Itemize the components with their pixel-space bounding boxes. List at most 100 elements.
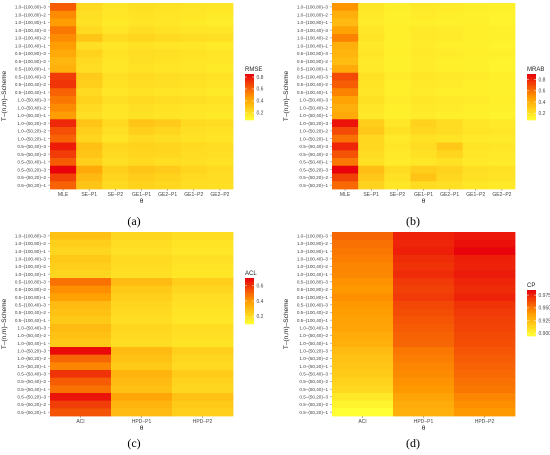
heatmap-cell-3-12-1 — [393, 324, 455, 333]
heatmap-cell-3-0-0 — [332, 232, 394, 241]
heatmap-cell-0-8-6 — [206, 65, 234, 74]
heatmap-cell-1-3-2 — [384, 26, 411, 35]
legend-gradient-step — [245, 84, 254, 86]
heatmap-cell-1-6-4 — [436, 49, 464, 58]
heatmap-cell-0-15-0 — [50, 119, 77, 128]
heatmap-cell-0-13-0 — [50, 103, 77, 112]
heatmap-cell-3-5-2 — [454, 270, 516, 279]
heatmap-cell-0-8-4 — [154, 65, 182, 74]
legend-gradient-step — [527, 325, 536, 328]
legend-gradient-step — [245, 313, 254, 316]
heatmap-cell-0-15-2 — [102, 119, 129, 128]
legend-gradient-step — [245, 291, 254, 294]
legend-gradient-step — [527, 118, 536, 121]
legend-gradient-step — [245, 279, 254, 281]
heatmap-cell-2-9-2 — [172, 301, 234, 310]
heatmap-cell-1-11-0 — [332, 88, 359, 97]
legend-gradient-step — [245, 306, 254, 309]
heatmap-cell-1-19-2 — [384, 150, 411, 159]
heatmap-cell-0-14-0 — [50, 111, 77, 120]
y-tick-label: 0.5–(50,20)–1 — [17, 410, 46, 415]
heatmap-cell-3-5-0 — [332, 270, 394, 279]
heatmap-cell-3-20-2 — [454, 385, 516, 394]
heatmap-cell-0-19-6 — [206, 150, 234, 159]
heatmap-cell-0-15-5 — [180, 119, 208, 128]
y-tick-label: 1.0–(50,20)–2 — [17, 129, 46, 134]
heatmap-cell-1-14-4 — [436, 111, 464, 120]
legend-gradient-step — [245, 317, 254, 319]
caption-b: (b) — [406, 214, 420, 228]
legend-tick-label: 0.8 — [539, 77, 546, 83]
legend-gradient-step — [245, 98, 254, 100]
legend-gradient-step — [527, 75, 536, 77]
y-tick-label: 0.5–(100,40)–1 — [297, 90, 329, 95]
heatmap-cell-2-23-0 — [50, 408, 112, 417]
heatmap-cell-0-8-0 — [50, 65, 77, 74]
heatmap-cell-3-20-1 — [393, 385, 455, 394]
heatmap-cell-3-9-0 — [332, 301, 394, 310]
heatmap-cell-0-7-1 — [76, 57, 103, 66]
heatmap-cell-1-5-1 — [358, 41, 385, 50]
legend-gradient-step — [245, 298, 254, 301]
heatmap-cell-0-0-0 — [50, 3, 77, 12]
legend-gradient-step — [245, 82, 254, 84]
legend-tick-label: 0.2 — [539, 111, 546, 117]
heatmap-cell-1-0-0 — [332, 3, 359, 12]
heatmap-cell-2-10-0 — [50, 308, 112, 317]
heatmap-cell-2-19-1 — [111, 377, 173, 386]
heatmap-cell-0-18-0 — [50, 142, 77, 151]
heatmap-cell-0-7-4 — [154, 57, 182, 66]
heatmap-cell-1-9-2 — [384, 72, 411, 81]
heatmap-cell-0-3-1 — [76, 26, 103, 35]
heatmap-cell-1-1-0 — [332, 10, 359, 19]
legend-gradient-step — [527, 321, 536, 323]
heatmap-cell-1-19-0 — [332, 150, 359, 159]
heatmap-cell-3-15-1 — [393, 347, 455, 356]
heatmap-cell-1-21-6 — [488, 165, 516, 174]
heatmap-cell-1-6-0 — [332, 49, 359, 58]
heatmap-cell-1-3-3 — [410, 26, 437, 35]
heatmap-cell-2-14-0 — [50, 339, 112, 348]
y-axis-title: T–(n,m)–Scheme — [1, 71, 8, 122]
heatmap-cell-1-22-6 — [488, 173, 516, 182]
heatmap-cell-2-13-0 — [50, 331, 112, 340]
x-tick-label: GE2−P1 — [158, 192, 177, 198]
legend-gradient-step — [527, 78, 536, 81]
legend-gradient-step — [245, 92, 254, 94]
legend-gradient-step — [527, 291, 536, 293]
heatmap-cell-0-19-1 — [76, 150, 103, 159]
legend-gradient-step — [527, 94, 536, 97]
y-tick-label: 0.5–(100,40)–2 — [297, 310, 329, 315]
legend-gradient-step — [245, 75, 254, 77]
y-tick-label: 0.5–(100,40)–3 — [297, 74, 329, 79]
legend-gradient-step — [527, 117, 536, 120]
heatmap-cell-3-14-1 — [393, 339, 455, 348]
heatmap-cell-0-23-3 — [128, 181, 155, 190]
heatmap-cell-0-18-4 — [154, 142, 182, 151]
x-axis-title: θ — [422, 425, 426, 432]
y-tick-label: 1.0–(50,20)–3 — [17, 349, 46, 354]
legend-gradient-step — [245, 105, 254, 107]
legend-gradient-step — [527, 113, 536, 115]
heatmap-cell-0-2-4 — [154, 18, 182, 27]
heatmap-cell-2-1-1 — [111, 239, 173, 248]
y-tick-label: 0.5–(50,20)–2 — [17, 175, 46, 180]
heatmap-cell-1-0-6 — [488, 3, 516, 12]
y-tick-label: 1.0–(100,80)–3 — [15, 5, 47, 10]
heatmap-cell-0-4-6 — [206, 34, 234, 43]
heatmap-cell-3-11-1 — [393, 316, 455, 325]
legend-gradient-step — [527, 322, 536, 324]
legend-gradient-step — [245, 107, 254, 109]
heatmap-cell-1-10-0 — [332, 80, 359, 89]
y-tick-label: 1.0–(100,80)–3 — [297, 5, 329, 10]
legend-gradient-step — [245, 289, 254, 291]
heatmap-cell-1-18-0 — [332, 142, 359, 151]
heatmap-cell-0-12-1 — [76, 96, 103, 105]
heatmap-cell-1-1-3 — [410, 10, 437, 19]
heatmap-cell-0-1-6 — [206, 10, 234, 19]
heatmap-cell-0-10-6 — [206, 80, 234, 89]
x-tick-label: GE2−P1 — [440, 192, 459, 198]
heatmap-cell-3-8-1 — [393, 293, 455, 302]
legend-gradient-step — [527, 76, 536, 78]
